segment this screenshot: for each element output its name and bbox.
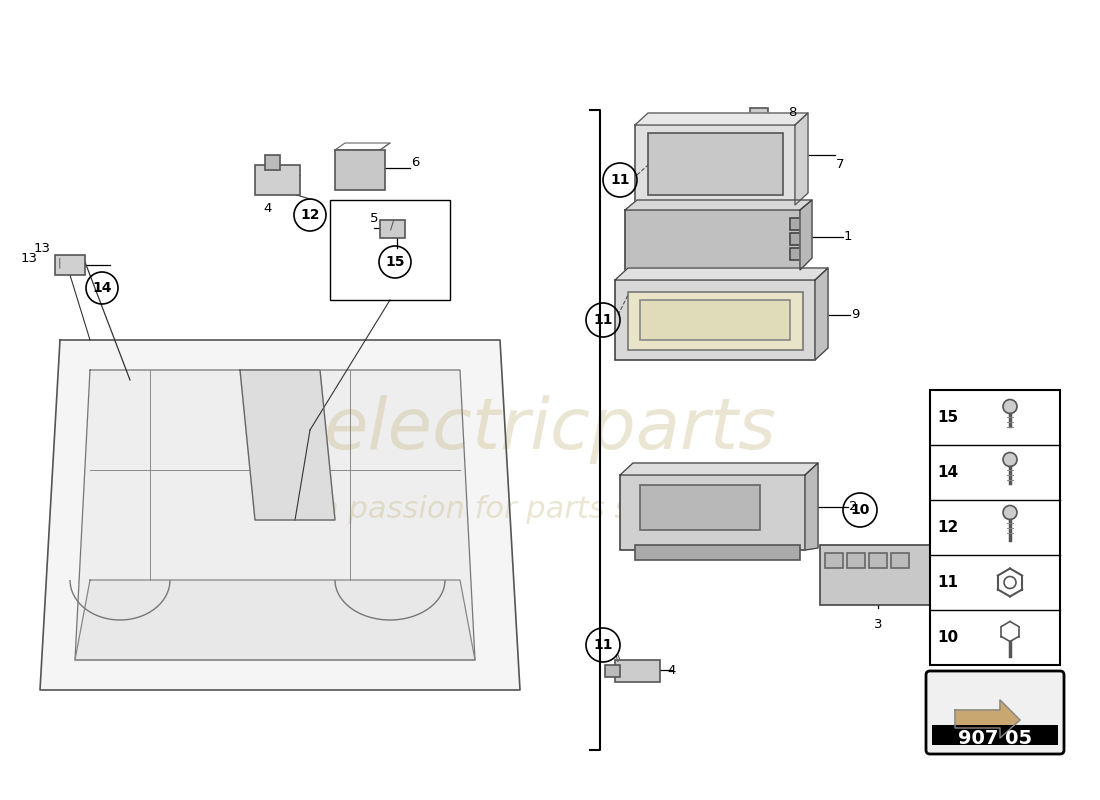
Bar <box>628 292 803 350</box>
Bar <box>255 165 300 195</box>
Bar <box>55 255 85 275</box>
Bar <box>265 155 280 170</box>
Text: 5: 5 <box>370 211 378 225</box>
Polygon shape <box>635 113 808 125</box>
Text: 7: 7 <box>836 158 845 171</box>
Bar <box>620 475 805 550</box>
Bar <box>825 553 843 568</box>
Polygon shape <box>75 370 475 660</box>
Text: 3: 3 <box>873 618 882 631</box>
Bar <box>790 248 808 260</box>
Text: 907 05: 907 05 <box>958 729 1032 747</box>
Text: 2: 2 <box>849 501 857 514</box>
Text: 11: 11 <box>937 575 958 590</box>
Text: 11: 11 <box>593 313 613 327</box>
Text: 4: 4 <box>264 202 272 214</box>
Bar <box>869 553 887 568</box>
Text: 15: 15 <box>937 410 958 425</box>
Text: 10: 10 <box>937 630 958 645</box>
Text: 6: 6 <box>410 155 419 169</box>
Circle shape <box>1003 506 1018 519</box>
Bar <box>648 133 783 195</box>
Text: 9: 9 <box>850 309 859 322</box>
Bar <box>932 725 1058 745</box>
Bar <box>330 200 450 300</box>
Polygon shape <box>805 463 818 550</box>
Bar <box>625 210 800 270</box>
Text: 14: 14 <box>937 465 958 480</box>
Text: 12: 12 <box>300 208 320 222</box>
Text: 8: 8 <box>788 106 796 119</box>
Polygon shape <box>955 700 1020 738</box>
Text: a passion for parts since 1985: a passion for parts since 1985 <box>319 495 781 525</box>
Text: electricparts: electricparts <box>323 395 777 465</box>
Bar <box>635 125 795 205</box>
Polygon shape <box>795 113 808 205</box>
Bar <box>750 108 768 120</box>
Text: 4: 4 <box>668 663 676 677</box>
Text: 15: 15 <box>385 255 405 269</box>
Bar <box>615 280 815 360</box>
Text: /: / <box>390 219 394 232</box>
Bar <box>790 218 808 230</box>
Text: 14: 14 <box>92 281 112 295</box>
Bar <box>847 553 865 568</box>
Polygon shape <box>625 200 812 210</box>
Bar <box>336 150 385 190</box>
Polygon shape <box>240 370 336 520</box>
Bar <box>605 665 620 677</box>
Polygon shape <box>615 268 828 280</box>
Polygon shape <box>815 268 828 360</box>
Bar <box>891 553 909 568</box>
Bar <box>615 660 660 682</box>
Bar <box>820 545 930 605</box>
FancyBboxPatch shape <box>926 671 1064 754</box>
Text: |: | <box>58 257 62 267</box>
Bar <box>930 390 1060 665</box>
Polygon shape <box>620 463 818 475</box>
Bar <box>635 545 800 560</box>
Circle shape <box>1003 453 1018 466</box>
Text: 13: 13 <box>33 242 51 254</box>
Text: 11: 11 <box>610 173 629 187</box>
Text: 12: 12 <box>937 520 958 535</box>
Polygon shape <box>40 340 520 690</box>
Bar <box>640 485 760 530</box>
Text: 13: 13 <box>21 251 38 265</box>
Polygon shape <box>800 200 812 270</box>
Text: 11: 11 <box>593 638 613 652</box>
Polygon shape <box>75 580 475 660</box>
Bar <box>640 300 790 340</box>
Bar <box>379 220 405 238</box>
Text: 10: 10 <box>850 503 870 517</box>
Text: 1: 1 <box>844 230 852 243</box>
Circle shape <box>1003 399 1018 414</box>
Bar <box>790 233 808 245</box>
